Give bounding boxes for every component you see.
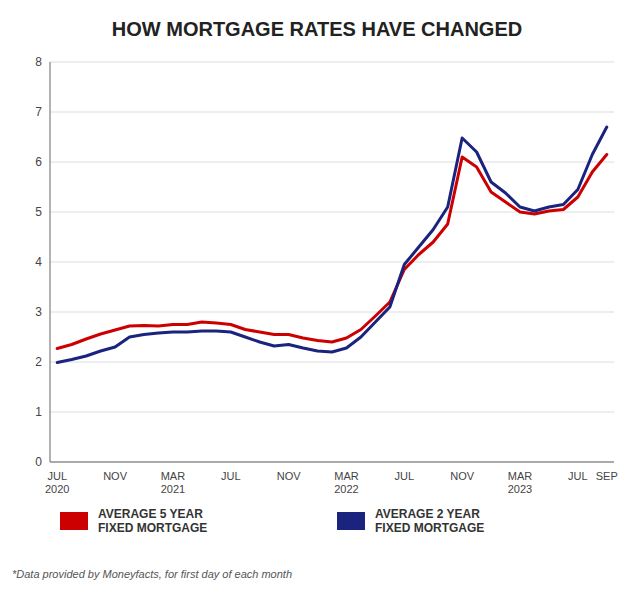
text-line: 2023 [508,483,532,495]
grid-line [50,62,614,63]
text-line: MAR [334,470,359,482]
footnote: *Data provided by Moneyfacts, for first … [12,568,292,580]
grid-line [50,162,614,163]
grid-line [50,262,614,263]
grid-line [50,362,614,363]
y-tick-label: 6 [35,155,42,169]
x-tick-label: JUL [221,470,241,482]
grid [50,62,614,462]
page: {"chart_data": {"type": "line", "title":… [0,0,634,594]
text-line: FIXED MORTGAGE [375,521,484,535]
text-line: 2022 [334,483,358,495]
x-tick-label: MAR2021 [161,470,186,495]
text-line: JUL [221,470,241,482]
text-line: JUL [395,470,415,482]
x-tick-label: NOV [277,470,302,482]
y-tick-label: 7 [35,105,42,119]
chart: HOW MORTGAGE RATES HAVE CHANGED 0 1 2 3 4 5 6 7 8… [0,0,634,594]
grid-line [50,462,614,463]
text-line: SEP [596,470,618,482]
lines [57,127,607,363]
text-line: AVERAGE 2 YEAR [375,507,480,521]
y-tick-label: 1 [35,405,42,419]
x-tick-label: JUL2020 [45,470,69,495]
series-line [57,127,607,363]
legend-swatch [60,512,88,530]
text-line: 2021 [161,483,185,495]
text-line: JUL [568,470,588,482]
x-tick-label: JUL [395,470,415,482]
text-line: MAR [161,470,186,482]
x-tick-label: NOV [450,470,475,482]
x-axis-line [50,462,614,463]
text-line: AVERAGE 5 YEAR [98,507,203,521]
grid-line [50,112,614,113]
text-line: 2020 [45,483,69,495]
grid-line [50,412,614,413]
y-tick-label: 4 [35,255,42,269]
text-line: FIXED MORTGAGE [98,521,207,535]
y-tick-label: 8 [35,55,42,69]
x-tick-label: MAR2023 [508,470,533,495]
text-line: NOV [450,470,475,482]
y-axis-line [50,62,51,462]
series-line [57,155,607,349]
x-tick-label: NOV [103,470,128,482]
y-tick-label: 5 [35,205,42,219]
x-tick-label: SEP [596,470,618,482]
legend: AVERAGE 5 YEARFIXED MORTGAGEAVERAGE 2 YE… [60,507,484,535]
title: HOW MORTGAGE RATES HAVE CHANGED [112,18,522,40]
text-line: NOV [103,470,128,482]
y-tick-label: 2 [35,355,42,369]
x-tick-label: MAR2022 [334,470,359,495]
y-tick-label: 3 [35,305,42,319]
grid-line [50,312,614,313]
text-line: JUL [47,470,67,482]
legend-label: AVERAGE 2 YEARFIXED MORTGAGE [375,507,484,535]
legend-label: AVERAGE 5 YEARFIXED MORTGAGE [98,507,207,535]
text-line: NOV [277,470,302,482]
x-tick-label: JUL [568,470,588,482]
legend-swatch [337,512,365,530]
text-line: MAR [508,470,533,482]
y-tick-label: 0 [35,455,42,469]
